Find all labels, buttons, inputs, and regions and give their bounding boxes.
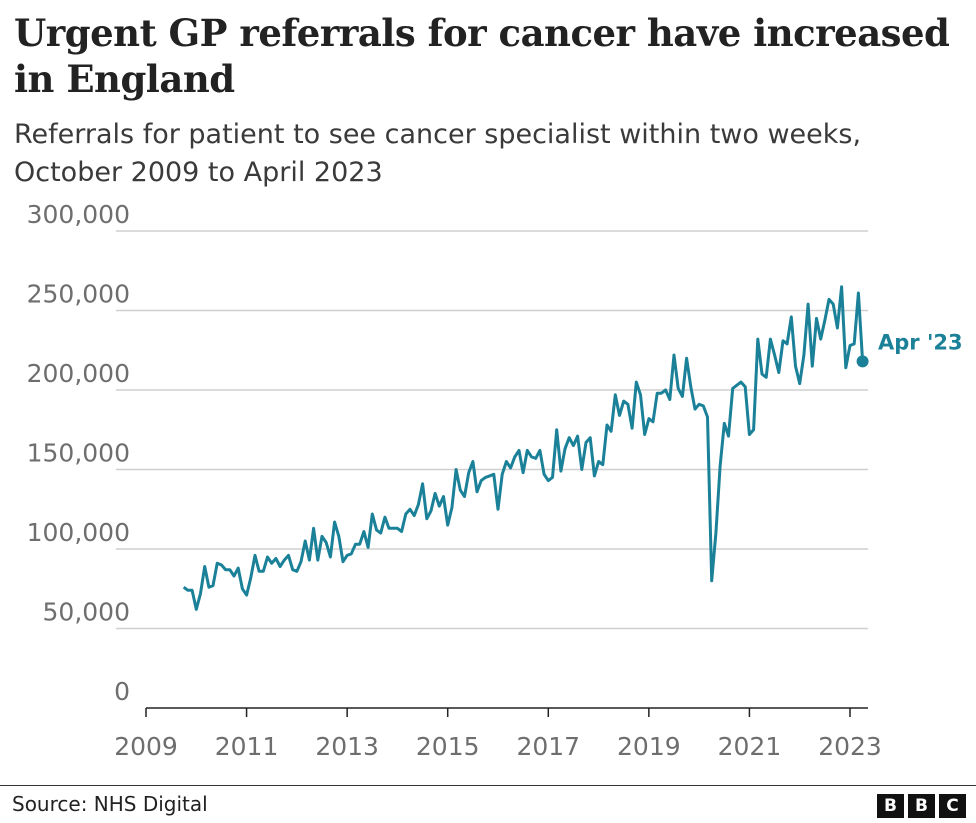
- x-tick-label: 2011: [215, 732, 279, 761]
- x-tick-label: 2015: [416, 732, 480, 761]
- y-tick-label: 250,000: [27, 280, 130, 309]
- y-tick-label: 300,000: [27, 200, 130, 229]
- source-note: Source: NHS Digital: [12, 792, 208, 816]
- chart-title: Urgent GP referrals for cancer have incr…: [14, 11, 950, 101]
- y-tick-label: 200,000: [27, 359, 130, 388]
- series-line: [182, 285, 865, 611]
- x-tick-label: 2017: [516, 732, 580, 761]
- bbc-logo-block: B: [877, 794, 904, 818]
- x-tick-label: 2019: [617, 732, 681, 761]
- y-tick-label: 50,000: [43, 598, 130, 627]
- bbc-logo: B B C: [877, 794, 966, 818]
- bbc-logo-block: C: [939, 794, 966, 818]
- x-axis: 2009 2011 2013 2015 2017 2019 2021 2023: [114, 708, 882, 761]
- x-tick-label: 2021: [718, 732, 782, 761]
- x-tick-label: 2009: [114, 732, 178, 761]
- chart-subtitle: Referrals for patient to see cancer spec…: [14, 119, 862, 188]
- bbc-logo-block: B: [908, 794, 935, 818]
- end-point-label: Apr '23: [878, 330, 963, 354]
- y-axis: 0 50,000 100,000 150,000 200,000 250,000 300,0…: [27, 200, 130, 706]
- end-point-marker: [856, 355, 869, 368]
- y-tick-label: 100,000: [27, 518, 130, 547]
- x-tick-label: 2023: [818, 732, 882, 761]
- x-tick-label: 2013: [315, 732, 379, 761]
- y-tick-label: 0: [114, 677, 130, 706]
- gridlines: [116, 230, 868, 709]
- footer-divider: [0, 785, 976, 786]
- y-tick-label: 150,000: [27, 439, 130, 468]
